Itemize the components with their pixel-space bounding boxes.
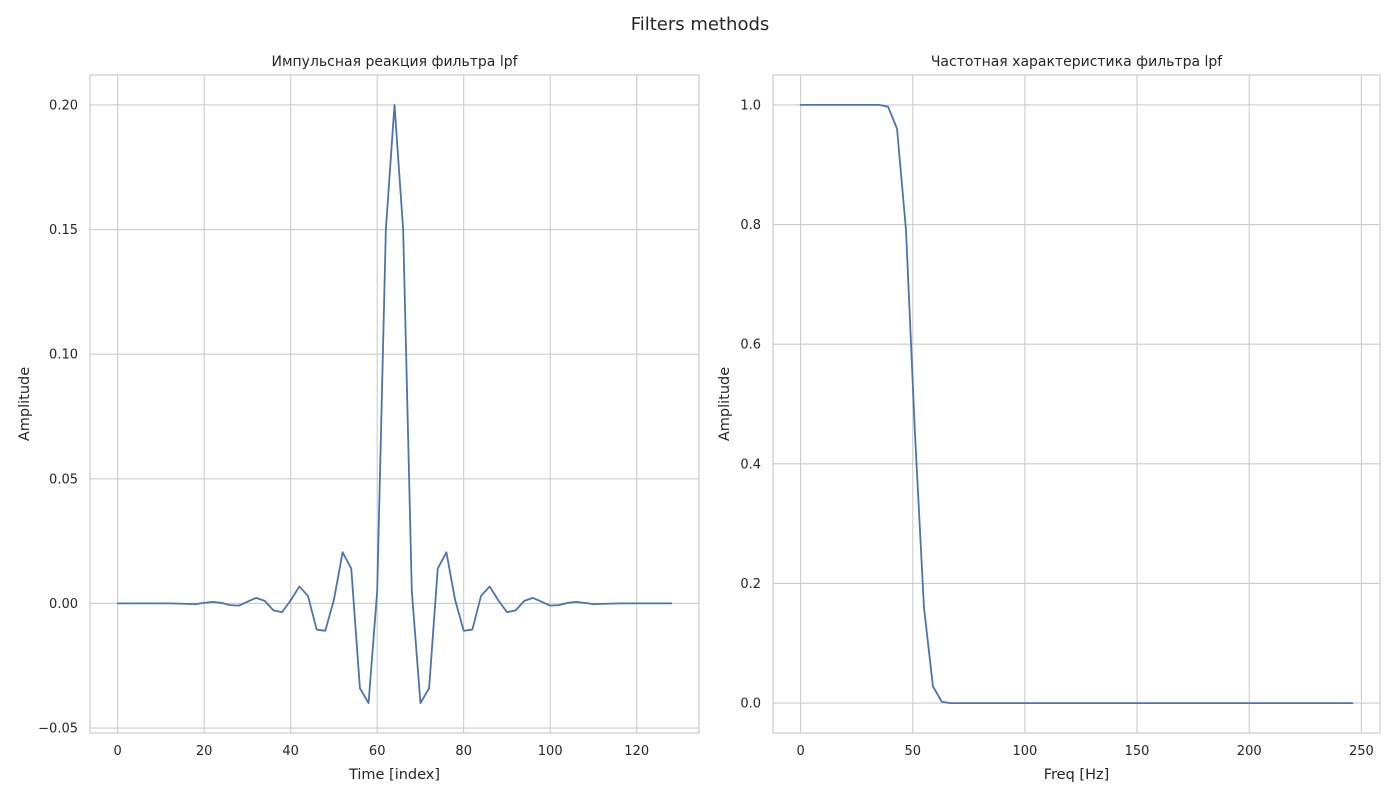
frequency-response-ytick-label: 0.6 [740,338,761,353]
impulse-response-ytick-label: 0.00 [49,597,78,612]
frequency-response-yticks: 0.0 0.2 0.4 0.6 0.8 1.0 [740,98,761,711]
frequency-response-ytick-label: 0.4 [740,457,761,472]
impulse-response-xtick-label: 80 [455,744,472,759]
frequency-response-ytick-label: 0.0 [740,697,761,712]
frequency-response-xtick-label: 250 [1349,744,1374,759]
impulse-response-xtick-label: 40 [282,744,299,759]
impulse-response-xticks: 0 20 40 60 80 100 120 [114,744,650,759]
impulse-response-line [116,104,673,704]
frequency-response-ytick-label: 1.0 [740,98,761,113]
impulse-response-ytick-label: 0.20 [49,98,78,113]
frequency-response-frame [772,74,1381,734]
frequency-response-xtick-label: 150 [1125,744,1150,759]
frequency-response-line [799,104,1354,704]
impulse-response-xtick-label: 100 [538,744,563,759]
frequency-response-xtick-label: 200 [1237,744,1262,759]
impulse-response-xtick-label: 60 [369,744,386,759]
frequency-response-xtick-label: 50 [904,744,921,759]
frequency-response-series [799,104,1354,704]
figure-title: Filters methods [631,14,770,35]
frequency-response-ytick-label: 0.8 [740,218,761,233]
impulse-response-ytick-label: 0.15 [49,223,78,238]
frequency-response-ytick-label: 0.2 [740,577,761,592]
impulse-response-frame [89,74,700,734]
frequency-response-xtick-label: 0 [796,744,804,759]
impulse-response-xlabel: Time [index] [348,767,440,783]
impulse-response-ylabel: Amplitude [17,367,33,441]
frequency-response-title: Частотная характеристика фильтра lpf [931,54,1223,70]
impulse-response-ytick-label: 0.05 [49,472,78,487]
impulse-response-title: Импульсная реакция фильтра lpf [271,54,518,70]
frequency-response-xtick-label: 100 [1012,744,1037,759]
impulse-response-chart: 0 20 40 60 80 100 120 −0.05 0.00 0.05 0.10 0.15 0.2… [17,54,700,783]
impulse-response-xtick-label: 120 [624,744,649,759]
impulse-response-series [116,104,673,704]
impulse-response-xtick-label: 20 [196,744,213,759]
impulse-response-ytick-label: −0.05 [38,722,78,737]
impulse-response-xtick-label: 0 [114,744,122,759]
impulse-response-yticks: −0.05 0.00 0.05 0.10 0.15 0.20 [38,98,78,736]
frequency-response-xticks: 0 50 100 150 200 250 [796,744,1373,759]
frequency-response-ylabel: Amplitude [717,367,733,441]
impulse-response-ytick-label: 0.10 [49,348,78,363]
frequency-response-chart: 0 50 100 150 200 250 0.0 0.2 0.4 0.6 0.8 1.0 Часто… [717,54,1381,783]
frequency-response-xlabel: Freq [Hz] [1044,767,1110,783]
